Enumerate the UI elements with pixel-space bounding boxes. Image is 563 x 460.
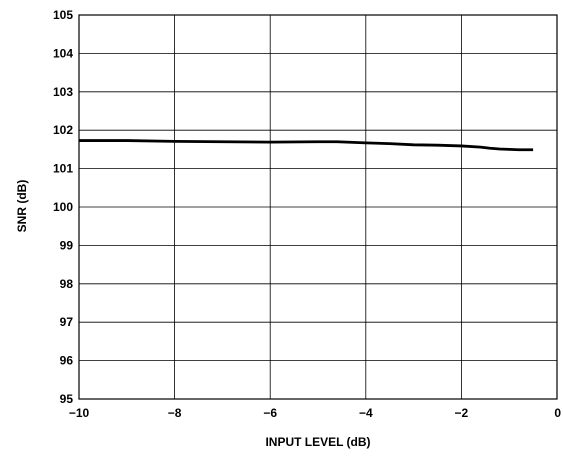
series-layer (79, 139, 534, 152)
x-tick-label: −4 (359, 406, 373, 420)
snr-series-line (79, 139, 534, 152)
x-axis-label: INPUT LEVEL (dB) (265, 435, 370, 449)
y-tick-label: 103 (53, 85, 73, 99)
y-tick-labels: 95 96 97 98 99 100 101 102 103 104 105 (53, 8, 73, 406)
x-tick-label: −6 (263, 406, 277, 420)
x-tick-label: −8 (168, 406, 182, 420)
plot-frame (78, 14, 558, 400)
y-tick-label: 96 (60, 354, 74, 368)
y-tick-label: 99 (60, 238, 74, 252)
y-tick-label: 95 (60, 392, 74, 406)
x-tick-label: −2 (455, 406, 469, 420)
y-tick-label: 104 (53, 46, 73, 60)
grid-lines (78, 14, 558, 400)
y-tick-label: 102 (53, 123, 73, 137)
x-tick-labels: −10 −8 −6 −4 −2 0 (69, 406, 561, 420)
y-tick-label: 105 (53, 8, 73, 22)
y-axis-label: SNR (dB) (15, 180, 29, 233)
y-tick-label: 100 (53, 200, 73, 214)
y-tick-label: 98 (60, 277, 74, 291)
y-tick-label: 101 (53, 162, 73, 176)
x-tick-label: 0 (554, 406, 561, 420)
y-tick-label: 97 (60, 315, 74, 329)
x-tick-label: −10 (69, 406, 90, 420)
